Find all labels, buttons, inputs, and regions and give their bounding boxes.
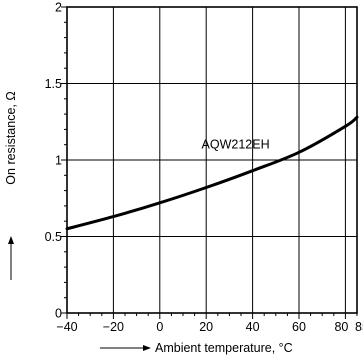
x-tick-label: 20 [199,320,213,334]
x-tick-label: 80 [334,320,348,334]
grid-lines [67,7,357,313]
series-line-aqw212eh [65,115,359,231]
y-tick-label: 1.5 [45,77,62,91]
y-axis-title: On resistance, Ω [4,91,18,184]
x-tick-label: 40 [246,320,260,334]
x-tick-label: −20 [103,320,124,334]
x-tick-label: −40 [56,320,77,334]
axis-ticks [61,6,358,319]
y-tick-label: 0 [55,307,62,321]
x-tick-label: 0 [156,320,163,334]
y-axis-title-group: On resistance, Ω [4,91,18,280]
y-tick-label: 1 [55,154,62,168]
x-axis-title: Ambient temperature, °C [155,341,293,355]
y-tick-label: 2 [55,1,62,15]
series-label: AQW212EH [202,138,270,152]
x-tick-label: 60 [292,320,306,334]
x-axis-title-group: Ambient temperature, °C [100,341,293,355]
x-axis-arrow-head [143,345,151,351]
x-tick-label: 85 [355,320,363,334]
series-lines [65,115,359,231]
y-tick-label: 0.5 [45,230,62,244]
tick-labels: 0 0.5 1 1.5 2 −40 −20 0 20 40 60 80 85 [45,1,363,335]
y-axis-arrow-head [8,236,14,244]
